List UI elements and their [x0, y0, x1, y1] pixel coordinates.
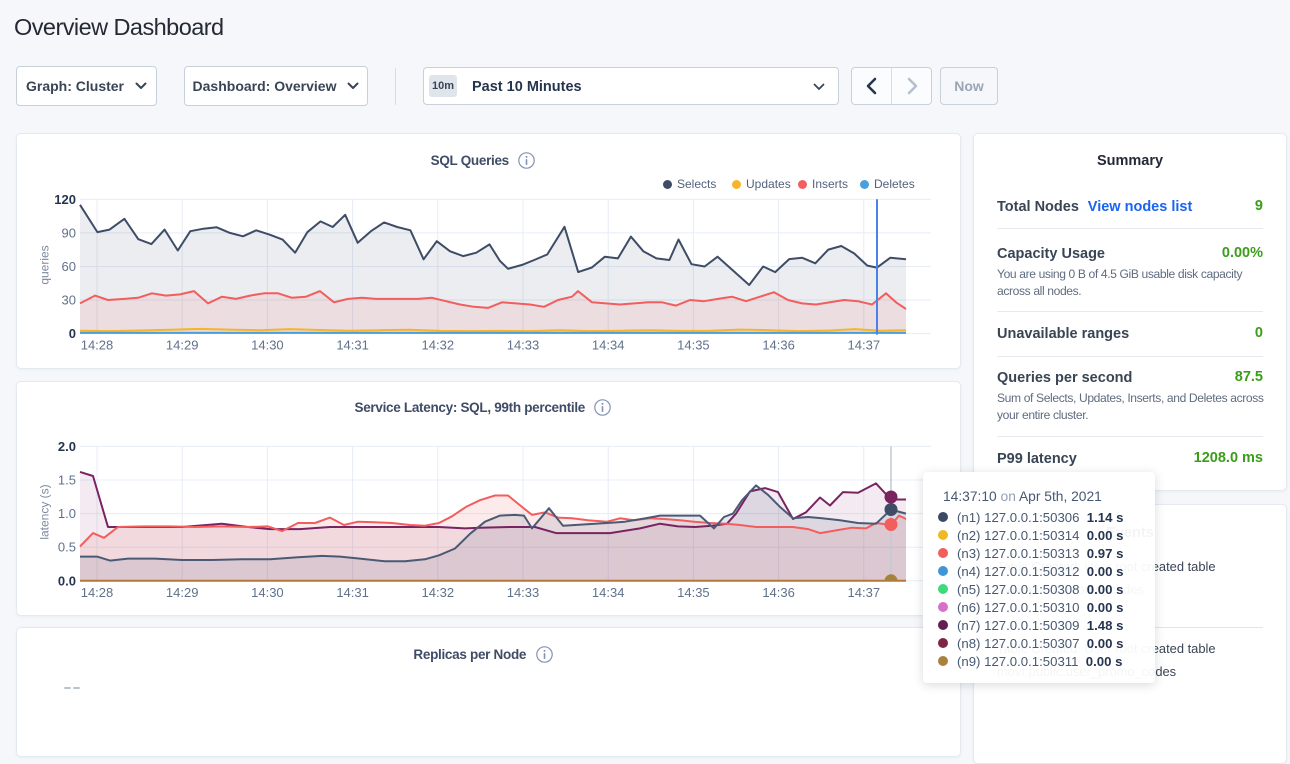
svg-text:1.5: 1.5: [58, 473, 76, 488]
svg-text:0: 0: [69, 326, 76, 341]
svg-text:14:29: 14:29: [166, 338, 199, 353]
svg-text:14:30: 14:30: [251, 585, 284, 600]
svg-text:14:37: 14:37: [848, 585, 881, 600]
svg-text:14:33: 14:33: [507, 338, 540, 353]
svg-text:90: 90: [62, 225, 76, 240]
svg-text:1.0: 1.0: [58, 506, 76, 521]
svg-text:14:36: 14:36: [762, 338, 795, 353]
svg-text:14:37: 14:37: [848, 338, 881, 353]
svg-text:120: 120: [54, 192, 76, 207]
svg-text:14:29: 14:29: [166, 585, 199, 600]
svg-text:14:34: 14:34: [592, 338, 625, 353]
svg-text:14:33: 14:33: [507, 585, 540, 600]
svg-text:14:36: 14:36: [762, 585, 795, 600]
svg-text:14:31: 14:31: [336, 338, 369, 353]
svg-text:14:32: 14:32: [422, 585, 455, 600]
svg-text:14:31: 14:31: [336, 585, 369, 600]
svg-text:14:32: 14:32: [422, 338, 455, 353]
svg-text:14:28: 14:28: [81, 585, 114, 600]
svg-text:30: 30: [62, 293, 76, 308]
svg-text:14:35: 14:35: [677, 585, 710, 600]
svg-text:14:35: 14:35: [677, 338, 710, 353]
svg-text:0.0: 0.0: [58, 573, 76, 588]
svg-text:14:30: 14:30: [251, 338, 284, 353]
svg-text:2.0: 2.0: [58, 439, 76, 454]
svg-text:0.5: 0.5: [58, 540, 76, 555]
svg-text:14:28: 14:28: [81, 338, 114, 353]
svg-text:14:34: 14:34: [592, 585, 625, 600]
svg-text:60: 60: [62, 259, 76, 274]
